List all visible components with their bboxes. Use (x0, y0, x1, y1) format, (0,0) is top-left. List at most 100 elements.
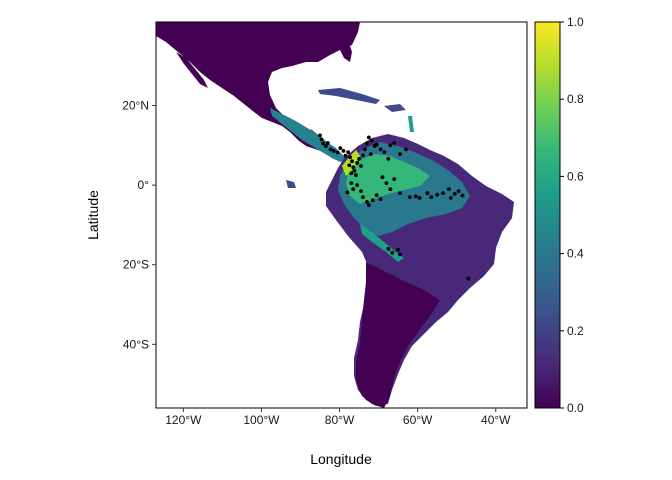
occurrence-point (351, 187, 356, 192)
occurrence-point (351, 165, 356, 170)
occurrence-point (382, 150, 387, 155)
x-tick-label: 100°W (243, 413, 280, 427)
occurrence-point (380, 175, 385, 180)
cuba (318, 88, 380, 104)
occurrence-point (386, 156, 391, 161)
occurrence-point (425, 191, 430, 196)
occurrence-point (359, 164, 363, 168)
occurrence-point (346, 150, 351, 155)
occurrence-point (345, 190, 350, 195)
occurrence-point (456, 189, 461, 194)
colorbar-tick-label: 0.8 (567, 92, 584, 106)
occurrence-point (366, 203, 371, 207)
occurrence-point (352, 168, 357, 173)
galapagos-islands (286, 180, 296, 188)
occurrence-point (398, 252, 402, 257)
occurrence-point (398, 152, 402, 157)
occurrence-point (363, 147, 367, 152)
occurrence-point (384, 181, 389, 186)
occurrence-point (392, 141, 397, 145)
occurrence-point (355, 160, 360, 165)
occurrence-point (369, 138, 374, 143)
occurrence-point (368, 152, 373, 157)
occurrence-point (343, 153, 348, 158)
occurrence-point (378, 197, 383, 201)
occurrence-point (429, 195, 434, 199)
occurrence-point (349, 181, 354, 186)
occurrence-point (331, 149, 336, 153)
occurrence-point (361, 195, 365, 199)
north-america-landmass (156, 22, 360, 160)
occurrence-point (370, 198, 375, 203)
occurrence-point (407, 195, 412, 199)
colorbar-tick-label: 0.0 (567, 401, 584, 415)
occurrence-point (413, 194, 418, 199)
occurrence-point (417, 195, 422, 200)
high-suitability-core (346, 154, 430, 204)
florida-peninsula (338, 40, 352, 62)
occurrence-point (348, 155, 352, 160)
occurrence-point (361, 153, 365, 158)
occurrence-point (359, 189, 363, 194)
central-america (270, 108, 346, 162)
occurrence-point (357, 156, 361, 161)
colorbar-tick-label: 0.6 (567, 169, 584, 183)
occurrence-point (350, 159, 354, 164)
y-tick-label: 40°S (123, 337, 149, 351)
occurrence-point (460, 193, 465, 198)
occurrence-point (374, 142, 379, 147)
occurrence-point (349, 171, 354, 176)
colorbar-ticks: 0.0 0.2 0.4 0.6 0.8 1.0 (560, 15, 584, 415)
y-axis: 20°N 0° 20°S 40°S (122, 99, 156, 351)
colorbar-tick-label: 0.4 (567, 247, 584, 261)
occurrence-point (364, 141, 369, 146)
occurrence-point (354, 173, 358, 178)
x-tick-label: 40°W (481, 413, 511, 427)
occurrence-point (446, 187, 451, 192)
occurrence-point (366, 135, 371, 140)
occurrence-point (396, 247, 401, 252)
southern-cone (356, 262, 440, 408)
peak-suitability-band (342, 150, 360, 176)
colorbar-tick-label: 1.0 (567, 15, 584, 29)
occurrence-point (338, 146, 343, 151)
y-tick-label: 20°S (123, 258, 149, 272)
occurrence-point (466, 276, 471, 281)
occurrence-point (328, 147, 333, 152)
y-tick-label: 0° (138, 178, 150, 192)
colorbar (534, 21, 561, 409)
occurrence-point (378, 147, 383, 152)
colorbar-tick-label: 0.2 (567, 324, 584, 338)
occurrence-point (392, 177, 397, 182)
y-axis-title: Latitude (85, 190, 101, 240)
occurrence-point (364, 199, 369, 204)
x-tick-label: 60°W (403, 413, 433, 427)
x-axis-title: Longitude (310, 451, 372, 467)
occurrence-point (404, 147, 408, 152)
occurrence-point (321, 141, 326, 146)
occurrence-point (347, 163, 352, 168)
occurrence-point (441, 191, 445, 196)
occurrence-point (323, 144, 328, 149)
occurrence-point (355, 183, 360, 188)
occurrence-point (325, 141, 330, 145)
occurrence-point (318, 133, 322, 138)
occurrence-point (335, 150, 340, 155)
hispaniola (384, 104, 406, 112)
occurrence-point (386, 246, 391, 251)
occurrence-point (398, 191, 402, 196)
baja-california (176, 52, 208, 88)
plot-border (155, 21, 528, 409)
y-tick-label: 20°N (122, 99, 149, 113)
occurrence-point (319, 137, 324, 142)
occurrence-point (374, 193, 379, 198)
occurrence-point (448, 195, 453, 200)
occurrence-point (435, 192, 440, 197)
x-tick-label: 80°W (325, 413, 355, 427)
occurrence-point (388, 143, 393, 148)
occurrence-point (341, 149, 346, 153)
occurrence-point (388, 187, 393, 192)
occurrence-points (318, 133, 471, 281)
occurrence-point (390, 250, 395, 255)
